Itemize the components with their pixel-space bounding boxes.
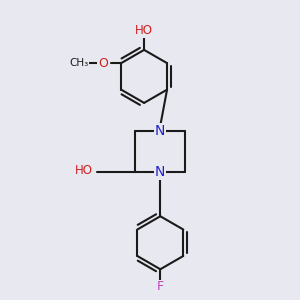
Text: HO: HO xyxy=(75,164,93,177)
Text: F: F xyxy=(157,280,164,293)
Text: O: O xyxy=(98,57,108,70)
Text: HO: HO xyxy=(135,24,153,37)
Text: CH₃: CH₃ xyxy=(70,58,89,68)
Text: N: N xyxy=(155,165,166,179)
Text: N: N xyxy=(155,124,166,138)
